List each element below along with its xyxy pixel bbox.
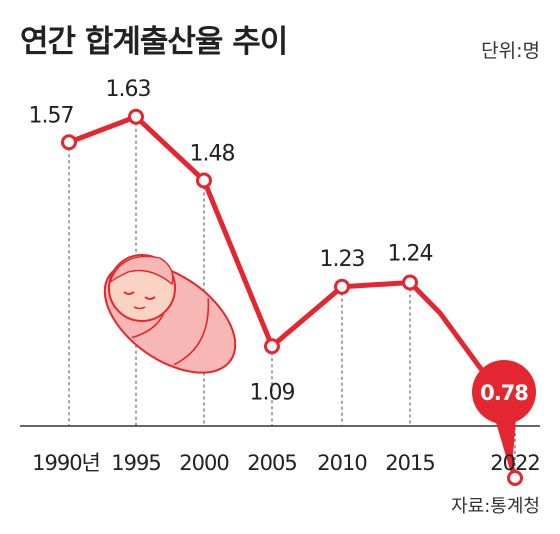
- x-tick-2022: 2022: [490, 451, 539, 475]
- x-tick-1990: 1990년: [32, 451, 100, 475]
- value-label-2015: 1.24: [388, 242, 433, 267]
- data-markers: [61, 108, 523, 486]
- data-point-2010: [334, 278, 350, 295]
- data-point-1990: [61, 134, 77, 151]
- x-tick-2015: 2015: [385, 451, 434, 475]
- unit-label: 단위:명: [481, 40, 540, 62]
- data-point-2005: [264, 338, 280, 355]
- highlight-callout-pointer: [496, 418, 516, 468]
- value-label-1995: 1.63: [106, 77, 151, 102]
- value-label-2005: 1.09: [250, 380, 295, 405]
- value-label-2022: 0.78: [480, 381, 528, 405]
- value-label-2010: 1.23: [320, 247, 365, 272]
- data-point-2015: [402, 274, 418, 291]
- value-labels: 1.57 1.63 1.48 1.09 1.23 1.24 0.78: [29, 77, 536, 468]
- x-tick-2000: 2000: [179, 451, 228, 475]
- value-label-2000: 1.48: [190, 142, 235, 167]
- x-tick-labels: 1990년 1995 2000 2005 2010 2015 2022: [32, 451, 541, 475]
- chart-title: 연간 합계출산율 추이: [20, 24, 287, 60]
- data-point-1995: [128, 108, 144, 125]
- highlight-callout-bubble: [472, 360, 536, 424]
- value-label-1990: 1.57: [29, 103, 74, 128]
- data-point-2022: [507, 470, 523, 486]
- x-tick-1995: 1995: [111, 451, 160, 475]
- data-point-2000: [196, 172, 212, 189]
- source-label: 자료:통계청: [451, 496, 540, 517]
- x-tick-2010: 2010: [317, 451, 366, 475]
- x-tick-2005: 2005: [247, 451, 296, 475]
- swaddled-baby-icon: [103, 254, 237, 374]
